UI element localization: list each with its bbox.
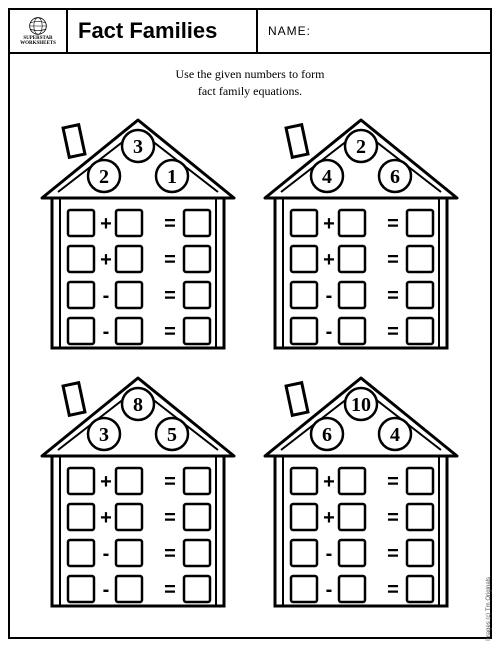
svg-text:-: -: [326, 579, 333, 601]
globe-icon: [28, 16, 48, 36]
svg-text:+: +: [100, 471, 112, 493]
svg-text:=: =: [387, 213, 399, 235]
svg-text:2: 2: [99, 166, 109, 188]
svg-text:6: 6: [390, 166, 400, 188]
svg-text:=: =: [164, 579, 176, 601]
svg-text:+: +: [323, 213, 335, 235]
house-3: 3 8 5 + = + = - = - =: [38, 372, 238, 612]
header: SUPERSTAR WORKSHEETS Fact Families NAME:: [10, 10, 490, 54]
brand-line2: WORKSHEETS: [20, 41, 56, 47]
svg-text:=: =: [387, 249, 399, 271]
brand-logo: SUPERSTAR WORKSHEETS: [10, 10, 68, 52]
svg-text:=: =: [164, 507, 176, 529]
name-label: NAME:: [258, 10, 490, 52]
svg-text:1: 1: [167, 166, 177, 188]
house-1: 2 3 1 + = + = - = - =: [38, 114, 238, 354]
houses-grid: 2 3 1 + = + = - = - = 4 2 6 + = + = - = - = 3 8 5 + = + = - = - = 6 10 4…: [10, 106, 490, 628]
svg-text:=: =: [164, 543, 176, 565]
svg-text:+: +: [323, 507, 335, 529]
svg-text:=: =: [164, 213, 176, 235]
svg-text:6: 6: [322, 424, 332, 446]
house-2: 4 2 6 + = + = - = - =: [261, 114, 461, 354]
svg-text:-: -: [103, 543, 110, 565]
svg-text:+: +: [100, 249, 112, 271]
svg-text:-: -: [326, 321, 333, 343]
svg-text:-: -: [326, 285, 333, 307]
svg-text:3: 3: [133, 136, 143, 158]
instructions: Use the given numbers to form fact famil…: [10, 66, 490, 100]
instructions-line2: fact family equations.: [10, 83, 490, 100]
attribution: Images (c) Tm Originals: [486, 577, 492, 641]
svg-text:=: =: [387, 543, 399, 565]
svg-text:4: 4: [390, 424, 400, 446]
worksheet-title: Fact Families: [68, 10, 258, 52]
svg-text:=: =: [387, 285, 399, 307]
svg-text:+: +: [100, 507, 112, 529]
svg-text:2: 2: [356, 136, 366, 158]
svg-text:+: +: [100, 213, 112, 235]
svg-text:=: =: [164, 471, 176, 493]
svg-text:=: =: [387, 321, 399, 343]
svg-text:+: +: [323, 471, 335, 493]
house-4: 6 10 4 + = + = - = - =: [261, 372, 461, 612]
svg-text:4: 4: [322, 166, 332, 188]
svg-text:10: 10: [351, 394, 371, 416]
instructions-line1: Use the given numbers to form: [10, 66, 490, 83]
svg-text:-: -: [326, 543, 333, 565]
svg-text:3: 3: [99, 424, 109, 446]
svg-text:=: =: [164, 321, 176, 343]
svg-text:=: =: [387, 471, 399, 493]
worksheet-page: SUPERSTAR WORKSHEETS Fact Families NAME:…: [8, 8, 492, 639]
svg-text:=: =: [387, 579, 399, 601]
svg-text:+: +: [323, 249, 335, 271]
svg-text:5: 5: [167, 424, 177, 446]
svg-text:-: -: [103, 285, 110, 307]
svg-text:-: -: [103, 321, 110, 343]
svg-text:=: =: [164, 249, 176, 271]
svg-text:-: -: [103, 579, 110, 601]
svg-text:8: 8: [133, 394, 143, 416]
svg-text:=: =: [387, 507, 399, 529]
svg-text:=: =: [164, 285, 176, 307]
